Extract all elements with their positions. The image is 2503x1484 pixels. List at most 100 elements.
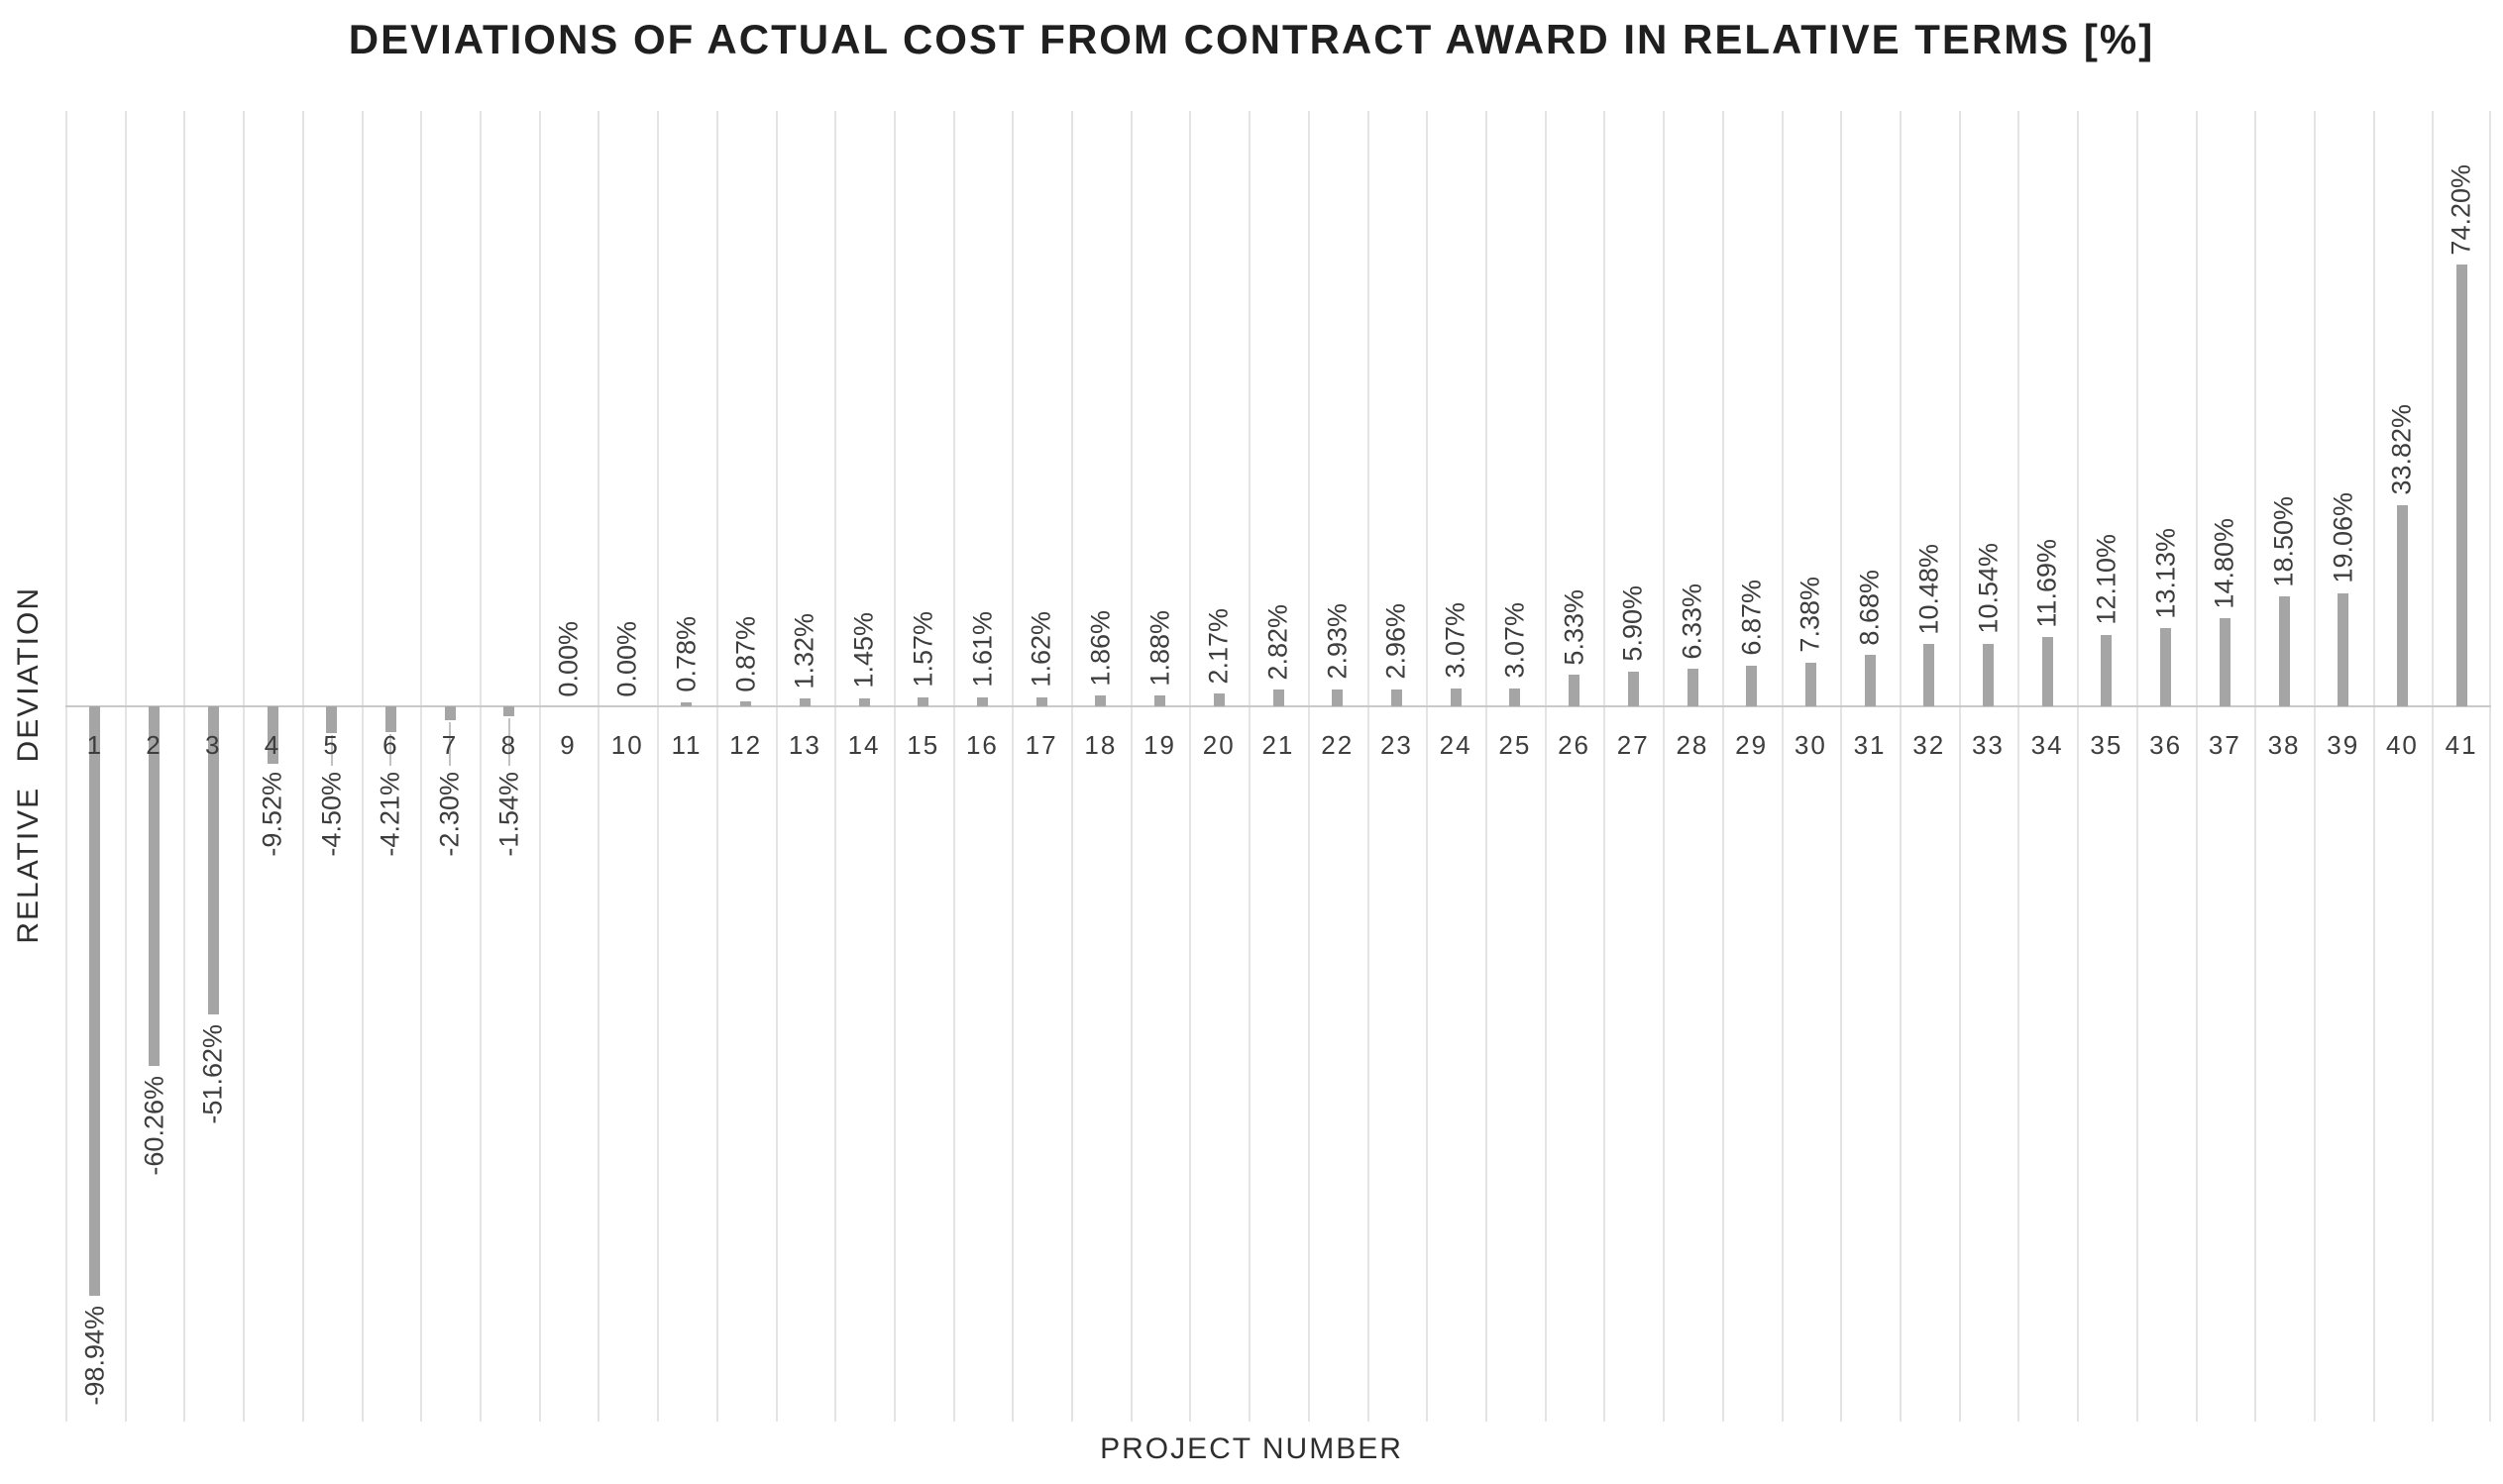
bar bbox=[326, 706, 338, 734]
value-label: -4.21% bbox=[375, 772, 405, 857]
category-label: 38 bbox=[2267, 730, 2301, 761]
bar bbox=[1509, 688, 1521, 707]
value-label: -60.26% bbox=[139, 1075, 169, 1176]
value-label: 74.20% bbox=[2446, 163, 2476, 256]
gridline bbox=[1249, 111, 1252, 1422]
category-label: 12 bbox=[729, 730, 763, 761]
value-label: 14.80% bbox=[2209, 517, 2239, 609]
value-label: 1.86% bbox=[1085, 609, 1116, 687]
gridline bbox=[65, 111, 67, 1422]
category-label: 27 bbox=[1616, 730, 1650, 761]
value-label: 5.90% bbox=[1617, 585, 1648, 662]
category-label: 39 bbox=[2327, 730, 2360, 761]
gridline bbox=[1189, 111, 1192, 1422]
category-label: 41 bbox=[2445, 730, 2478, 761]
value-label: -51.62% bbox=[197, 1023, 228, 1124]
value-label: -2.30% bbox=[434, 772, 465, 857]
gridline bbox=[2313, 111, 2316, 1422]
category-label: 20 bbox=[1202, 730, 1236, 761]
leader-line bbox=[507, 717, 510, 767]
category-label: 1 bbox=[86, 730, 104, 761]
value-label: 10.48% bbox=[1913, 543, 1944, 635]
gridline bbox=[1721, 111, 1724, 1422]
value-label: 8.68% bbox=[1854, 569, 1885, 646]
value-label: 3.07% bbox=[1499, 602, 1530, 679]
category-label: 14 bbox=[847, 730, 881, 761]
gridline bbox=[124, 111, 127, 1422]
category-label: 5 bbox=[323, 730, 340, 761]
gridline bbox=[834, 111, 837, 1422]
gridline bbox=[657, 111, 660, 1422]
value-label: 6.33% bbox=[1677, 583, 1707, 660]
bar bbox=[858, 697, 870, 707]
gridline bbox=[1544, 111, 1547, 1422]
value-label: 1.62% bbox=[1026, 611, 1056, 688]
bar bbox=[89, 706, 101, 1297]
gridline bbox=[183, 111, 186, 1422]
value-label: 5.33% bbox=[1559, 588, 1588, 666]
gridline bbox=[2432, 111, 2435, 1422]
value-label: -4.50% bbox=[316, 772, 347, 857]
category-label: 10 bbox=[610, 730, 644, 761]
bar bbox=[149, 706, 161, 1066]
category-label: 22 bbox=[1321, 730, 1355, 761]
gridline bbox=[775, 111, 778, 1422]
value-label: 1.32% bbox=[789, 612, 819, 689]
gridline bbox=[1366, 111, 1369, 1422]
category-label: 31 bbox=[1853, 730, 1887, 761]
gridline bbox=[2372, 111, 2375, 1422]
value-label: 0.87% bbox=[730, 615, 761, 692]
chart-title: DEVIATIONS OF ACTUAL COST FROM CONTRACT … bbox=[348, 16, 2155, 62]
bar bbox=[1627, 671, 1639, 707]
gridline bbox=[2077, 111, 2079, 1422]
value-label: 3.07% bbox=[1440, 602, 1470, 679]
gridline bbox=[420, 111, 423, 1422]
category-label: 28 bbox=[1676, 730, 1709, 761]
value-label: 0.00% bbox=[553, 620, 583, 697]
bar bbox=[1035, 696, 1047, 707]
gridline bbox=[538, 111, 541, 1422]
bar bbox=[1983, 644, 1994, 707]
gridline bbox=[480, 111, 482, 1422]
value-label: -1.54% bbox=[493, 772, 524, 857]
bar bbox=[740, 701, 752, 707]
category-label: 17 bbox=[1025, 730, 1058, 761]
category-label: 33 bbox=[1971, 730, 2005, 761]
gridline bbox=[243, 111, 246, 1422]
gridline bbox=[1071, 111, 1073, 1422]
gridline bbox=[1603, 111, 1606, 1422]
category-label: 16 bbox=[965, 730, 999, 761]
category-label: 29 bbox=[1735, 730, 1769, 761]
gridline bbox=[1781, 111, 1784, 1422]
gridline bbox=[1663, 111, 1666, 1422]
gridline bbox=[301, 111, 304, 1422]
bar bbox=[1095, 695, 1107, 707]
bar bbox=[1746, 666, 1758, 707]
gridline bbox=[715, 111, 718, 1422]
value-label: 2.93% bbox=[1322, 603, 1353, 680]
gridline bbox=[2017, 111, 2020, 1422]
category-label: 8 bbox=[500, 730, 518, 761]
value-label: -9.52% bbox=[257, 772, 287, 857]
y-axis-title: RELATIVE DEVIATION bbox=[12, 586, 45, 944]
category-label: 37 bbox=[2208, 730, 2241, 761]
value-label: 1.88% bbox=[1144, 609, 1175, 687]
gridline bbox=[1426, 111, 1429, 1422]
bar bbox=[2101, 634, 2113, 707]
value-label: 13.13% bbox=[2150, 527, 2181, 619]
category-label: 36 bbox=[2149, 730, 2183, 761]
value-label: 1.45% bbox=[848, 612, 879, 689]
gridline bbox=[1307, 111, 1310, 1422]
bar bbox=[2219, 618, 2231, 707]
value-label: 1.61% bbox=[967, 611, 997, 688]
category-label: 7 bbox=[441, 730, 459, 761]
value-label: 7.38% bbox=[1795, 577, 1825, 653]
bar bbox=[2160, 628, 2172, 707]
gridline bbox=[952, 111, 955, 1422]
bar bbox=[1213, 693, 1225, 707]
category-label: 15 bbox=[907, 730, 940, 761]
bar bbox=[503, 706, 515, 716]
bar bbox=[799, 698, 811, 707]
bar bbox=[2041, 637, 2053, 707]
